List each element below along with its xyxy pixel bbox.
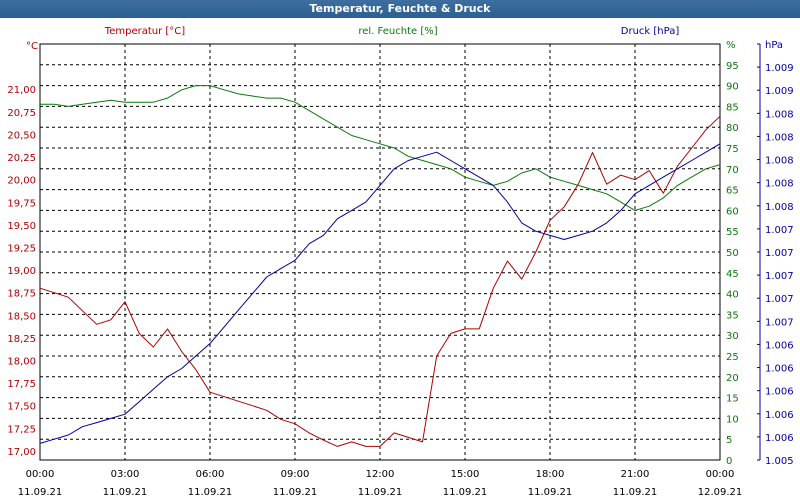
temperature-tick-label: 19,25 <box>7 243 36 254</box>
temperature-axis-label: Temperatur [°C] <box>104 26 185 37</box>
humidity-tick-label: 95 <box>726 61 739 72</box>
pressure-tick-label: 1.006 <box>765 410 794 421</box>
pressure-tick-label: 1.009 <box>765 63 794 74</box>
pressure-tick-label: 1.008 <box>765 109 794 120</box>
temperature-tick-label: 17,00 <box>7 447 36 458</box>
pressure-tick-label: 1.007 <box>765 225 794 236</box>
temperature-tick-label: 20,00 <box>7 176 36 187</box>
x-tick-time: 12:00 <box>366 469 395 480</box>
x-tick-date: 11.09.21 <box>273 487 318 498</box>
pressure-tick-label: 1.008 <box>765 156 794 167</box>
x-tick-date: 12.09.21 <box>698 487 743 498</box>
humidity-tick-label: 0 <box>726 456 732 467</box>
temperature-tick-label: 18,50 <box>7 311 36 322</box>
pressure-tick-label: 1.007 <box>765 294 794 305</box>
temperature-tick-label: 17,75 <box>7 379 36 390</box>
humidity-tick-label: 70 <box>726 165 739 176</box>
pressure-tick-label: 1.006 <box>765 364 794 375</box>
humidity-series-line <box>40 85 721 211</box>
pressure-tick-label: 1.006 <box>765 433 794 444</box>
x-tick-date: 11.09.21 <box>103 487 148 498</box>
humidity-tick-label: 60 <box>726 206 739 217</box>
x-tick-date: 11.09.21 <box>613 487 658 498</box>
pressure-tick-label: 1.005 <box>765 456 794 467</box>
humidity-axis-label: rel. Feuchte [%] <box>358 26 437 37</box>
humidity-tick-label: 25 <box>726 352 739 363</box>
x-tick-time: 18:00 <box>536 469 565 480</box>
temperature-tick-label: 17,25 <box>7 424 36 435</box>
chart-title: Temperatur, Feuchte & Druck <box>0 0 800 18</box>
x-tick-time: 06:00 <box>196 469 225 480</box>
temperature-tick-label: 19,50 <box>7 221 36 232</box>
temperature-tick-label: 20,50 <box>7 130 36 141</box>
humidity-tick-label: 80 <box>726 123 739 134</box>
humidity-tick-label: 55 <box>726 227 739 238</box>
temperature-tick-label: 18,75 <box>7 289 36 300</box>
humidity-tick-label: 15 <box>726 394 739 405</box>
pressure-series-line <box>39 143 721 444</box>
pressure-tick-label: 1.007 <box>765 271 794 282</box>
humidity-tick-label: 40 <box>726 290 739 301</box>
temperature-series-line <box>39 115 721 447</box>
temperature-unit-label: °C <box>26 41 38 52</box>
temperature-tick-label: 18,25 <box>7 334 36 345</box>
humidity-tick-label: 85 <box>726 102 739 113</box>
temperature-tick-label: 20,25 <box>7 153 36 164</box>
humidity-tick-label: 10 <box>726 414 739 425</box>
humidity-tick-label: 50 <box>726 248 739 259</box>
humidity-tick-label: 20 <box>726 373 739 384</box>
x-tick-time: 03:00 <box>111 469 140 480</box>
x-tick-date: 11.09.21 <box>528 487 573 498</box>
pressure-axis-label: Druck [hPa] <box>621 26 680 37</box>
humidity-tick-label: 75 <box>726 144 739 155</box>
grid-lines <box>40 44 720 460</box>
pressure-tick-label: 1.007 <box>765 248 794 259</box>
humidity-tick-label: 65 <box>726 186 739 197</box>
pressure-tick-label: hPa <box>765 40 783 51</box>
x-tick-time: 00:00 <box>26 469 55 480</box>
temperature-tick-label: 18,00 <box>7 357 36 368</box>
chart-canvas: 00:00 11.09.21 03:00 11.09.21 06:00 11.09.21 0… <box>7 26 793 498</box>
pressure-tick-label: 1.007 <box>765 317 794 328</box>
temperature-tick-label: 20,75 <box>7 108 36 119</box>
pressure-tick-label: 1.006 <box>765 340 794 351</box>
pressure-tick-label: 1.008 <box>765 132 794 143</box>
pressure-tick-label: 1.006 <box>765 387 794 398</box>
x-tick-date: 11.09.21 <box>18 487 63 498</box>
series-layer <box>39 85 721 447</box>
x-tick-time: 00:00 <box>706 469 735 480</box>
humidity-tick-label: % <box>726 40 736 51</box>
pressure-tick-label: 1.008 <box>765 202 794 213</box>
x-tick-date: 11.09.21 <box>443 487 488 498</box>
x-tick-date: 11.09.21 <box>188 487 233 498</box>
pressure-tick-label: 1.008 <box>765 179 794 190</box>
humidity-tick-label: 30 <box>726 331 739 342</box>
temperature-tick-label: 19,00 <box>7 266 36 277</box>
humidity-tick-label: 45 <box>726 269 739 280</box>
humidity-tick-label: 90 <box>726 82 739 93</box>
x-tick-date: 11.09.21 <box>358 487 403 498</box>
temperature-tick-label: 17,50 <box>7 402 36 413</box>
temperature-tick-label: 21,00 <box>7 85 36 96</box>
humidity-tick-label: 35 <box>726 310 739 321</box>
x-tick-time: 15:00 <box>451 469 480 480</box>
x-tick-time: 21:00 <box>621 469 650 480</box>
axis-labels: 00:00 11.09.21 03:00 11.09.21 06:00 11.09.21 0… <box>7 40 793 498</box>
temperature-tick-label: 19,75 <box>7 198 36 209</box>
pressure-tick-label: 1.009 <box>765 86 794 97</box>
x-tick-time: 09:00 <box>281 469 310 480</box>
humidity-tick-label: 5 <box>726 435 732 446</box>
